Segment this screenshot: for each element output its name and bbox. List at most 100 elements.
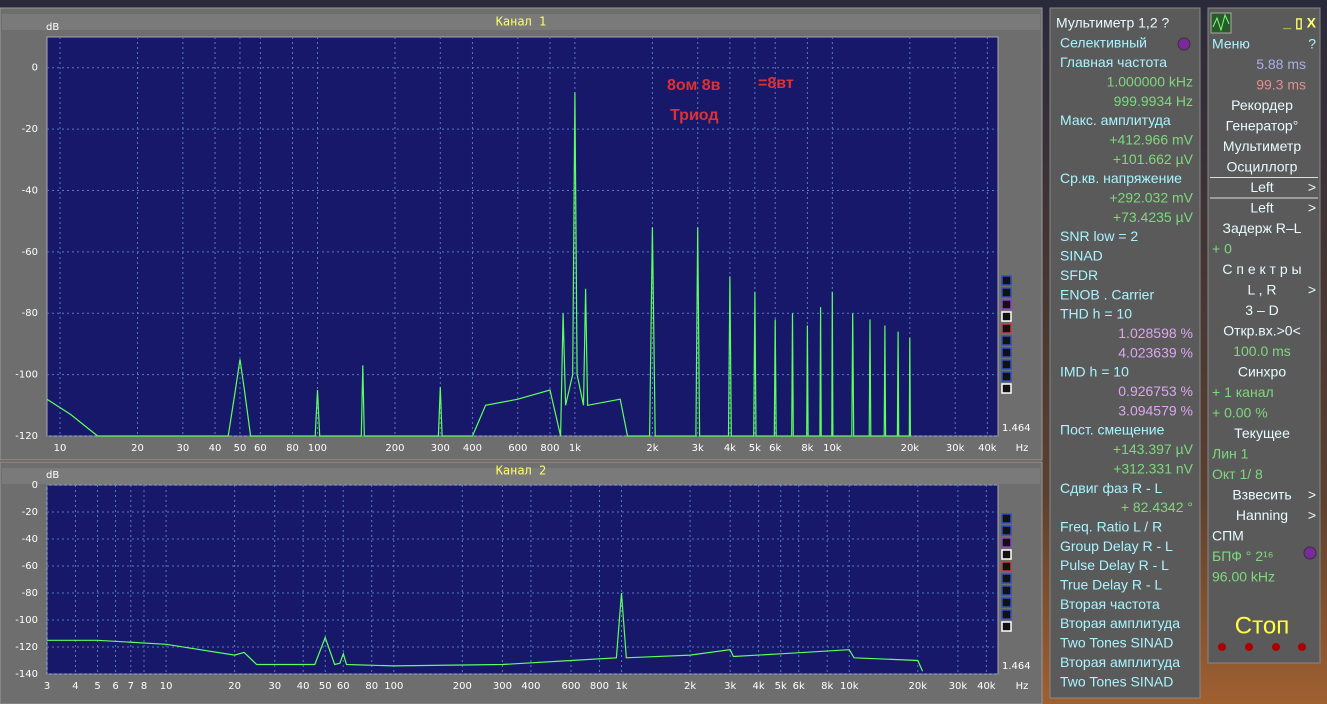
menu-item[interactable]: Окт 1/ 8 — [1212, 466, 1263, 482]
menu-item[interactable]: 100.0 ms — [1233, 343, 1291, 359]
menu-item[interactable]: Взвесить — [1232, 487, 1291, 503]
menu-item[interactable]: L , R — [1247, 282, 1276, 298]
menu-item[interactable]: 96.00 kHz — [1212, 569, 1275, 585]
multimeter-row[interactable]: Two Tones SINAD — [1060, 673, 1173, 689]
multimeter-row[interactable]: +73.4235 µV — [1113, 209, 1194, 225]
multimeter-row[interactable]: 1.000000 kHz — [1107, 73, 1193, 89]
menu-item[interactable]: Left — [1250, 200, 1273, 216]
trace-selector[interactable] — [1001, 383, 1012, 394]
multimeter-row[interactable]: +292.032 mV — [1109, 190, 1193, 206]
multimeter-row[interactable]: SNR low = 2 — [1060, 228, 1138, 244]
x-tick-label: 20k — [901, 443, 920, 454]
multimeter-row[interactable]: Freq. Ratio L / R — [1060, 518, 1162, 534]
x-tick-label: 5k — [749, 443, 761, 454]
selective-indicator[interactable] — [1177, 37, 1191, 51]
multimeter-row[interactable]: Макс. амплитуда — [1060, 112, 1171, 128]
menu-item[interactable]: + 0.00 % — [1212, 405, 1268, 421]
x-tick-label: 40k — [977, 681, 996, 692]
multimeter-row[interactable]: Pulse Delay R - L — [1060, 557, 1169, 573]
menu-item[interactable]: + 1 канал — [1212, 384, 1274, 400]
menu-item-suffix[interactable]: ? — [1308, 36, 1316, 52]
x-tick-label: 4k — [724, 443, 736, 454]
menu-item[interactable]: СПМ — [1212, 528, 1244, 544]
multimeter-row[interactable]: True Delay R - L — [1060, 577, 1162, 593]
trace-selector[interactable] — [1001, 311, 1012, 322]
trace-selector[interactable] — [1001, 299, 1012, 310]
menu-item[interactable]: Задерж R–L — [1223, 220, 1302, 236]
multimeter-row[interactable]: Селективный — [1060, 35, 1147, 51]
multimeter-row[interactable]: Главная частота — [1060, 54, 1167, 70]
multimeter-row[interactable]: Ср.кв. напряжение — [1060, 170, 1182, 186]
menu-item[interactable]: 5.88 ms — [1256, 56, 1306, 72]
multimeter-row[interactable]: +312.331 nV — [1113, 460, 1193, 476]
menu-item[interactable]: С п е к т р ы — [1222, 261, 1301, 277]
trace-selector[interactable] — [1001, 513, 1012, 524]
menu-item[interactable]: Left — [1250, 179, 1273, 195]
y-tick-label: -80 — [22, 308, 38, 319]
menu-item[interactable]: БПФ ° 2¹⁶ — [1212, 548, 1273, 564]
multimeter-row[interactable]: Сдвиг фаз R - L — [1060, 480, 1163, 496]
multimeter-row[interactable]: +143.397 µV — [1113, 441, 1194, 457]
multimeter-row[interactable]: Вторая амплитуда — [1060, 654, 1180, 670]
multimeter-row[interactable]: IMD h = 10 — [1060, 364, 1129, 380]
multimeter-row[interactable]: SFDR — [1060, 267, 1098, 283]
trace-selector[interactable] — [1001, 335, 1012, 346]
multimeter-row[interactable]: Пост. смещение — [1060, 422, 1165, 438]
trace-selector[interactable] — [1001, 323, 1012, 334]
trace-selector[interactable] — [1001, 597, 1012, 608]
trace-selector[interactable] — [1001, 621, 1012, 632]
multimeter-row[interactable]: THD h = 10 — [1060, 306, 1132, 322]
x-tick-label: 600 — [561, 681, 580, 692]
x-tick-label: 400 — [521, 681, 540, 692]
menu-item[interactable]: Мультиметр — [1223, 138, 1301, 154]
trace-selector[interactable] — [1001, 573, 1012, 584]
trace-selector[interactable] — [1001, 347, 1012, 358]
trace-selector[interactable] — [1001, 585, 1012, 596]
menu-item-suffix[interactable]: > — [1308, 487, 1316, 503]
trace-selector[interactable] — [1001, 275, 1012, 286]
menu-item[interactable]: Осциллогр — [1227, 159, 1298, 175]
multimeter-row[interactable]: +101.662 µV — [1113, 151, 1194, 167]
trace-selector[interactable] — [1001, 359, 1012, 370]
menu-item[interactable]: Hanning — [1236, 507, 1288, 523]
menu-item[interactable]: Текущее — [1234, 425, 1290, 441]
trace-selector[interactable] — [1001, 371, 1012, 382]
multimeter-row[interactable]: 4.023639 % — [1118, 344, 1193, 360]
trace-selector[interactable] — [1001, 525, 1012, 536]
trace-selector[interactable] — [1001, 609, 1012, 620]
menu-item-suffix[interactable]: > — [1308, 282, 1316, 298]
trace-selector[interactable] — [1001, 537, 1012, 548]
multimeter-row[interactable]: Вторая амплитуда — [1060, 615, 1180, 631]
multimeter-row[interactable]: 0.926753 % — [1118, 383, 1193, 399]
trace-selector[interactable] — [1001, 287, 1012, 298]
menu-item-suffix[interactable]: > — [1308, 200, 1316, 216]
menu-item[interactable]: Генератор° — [1226, 118, 1299, 134]
menu-item-suffix[interactable]: > — [1308, 179, 1316, 195]
multimeter-row[interactable]: 1.028598 % — [1118, 325, 1193, 341]
multimeter-row[interactable]: 3.094579 % — [1118, 402, 1193, 418]
multimeter-row[interactable]: 999.9934 Hz — [1114, 93, 1193, 109]
trace-selector[interactable] — [1001, 561, 1012, 572]
menu-item-suffix[interactable]: > — [1308, 507, 1316, 523]
menu-item[interactable]: + 0 — [1212, 241, 1232, 257]
trace-selector[interactable] — [1001, 549, 1012, 560]
x-tick-label: 2k — [646, 443, 658, 454]
menu-item[interactable]: Меню — [1212, 36, 1250, 52]
menu-item[interactable]: Синхро — [1238, 364, 1286, 380]
window-buttons[interactable]: _ ▯ X — [1282, 15, 1316, 31]
menu-item[interactable]: Рекордер — [1231, 97, 1293, 113]
menu-item[interactable]: Откр.вх.>0< — [1223, 323, 1301, 339]
menu-item[interactable]: 99.3 ms — [1256, 77, 1306, 93]
multimeter-row[interactable]: SINAD — [1060, 248, 1103, 264]
menu-item[interactable]: Лин 1 — [1212, 446, 1249, 462]
title-bar — [2, 468, 1040, 484]
stop-button[interactable]: Стоп — [1235, 612, 1289, 639]
menu-item[interactable]: 3 – D — [1245, 302, 1278, 318]
multimeter-row[interactable]: +412.966 mV — [1109, 131, 1193, 147]
multimeter-row[interactable]: ENOB . Carrier — [1060, 286, 1154, 302]
multimeter-row[interactable]: + 82.4342 ° — [1121, 499, 1193, 515]
multimeter-row[interactable]: Group Delay R - L — [1060, 538, 1173, 554]
psd-indicator[interactable] — [1303, 546, 1317, 560]
multimeter-row[interactable]: Two Tones SINAD — [1060, 635, 1173, 651]
multimeter-row[interactable]: Вторая частота — [1060, 596, 1160, 612]
